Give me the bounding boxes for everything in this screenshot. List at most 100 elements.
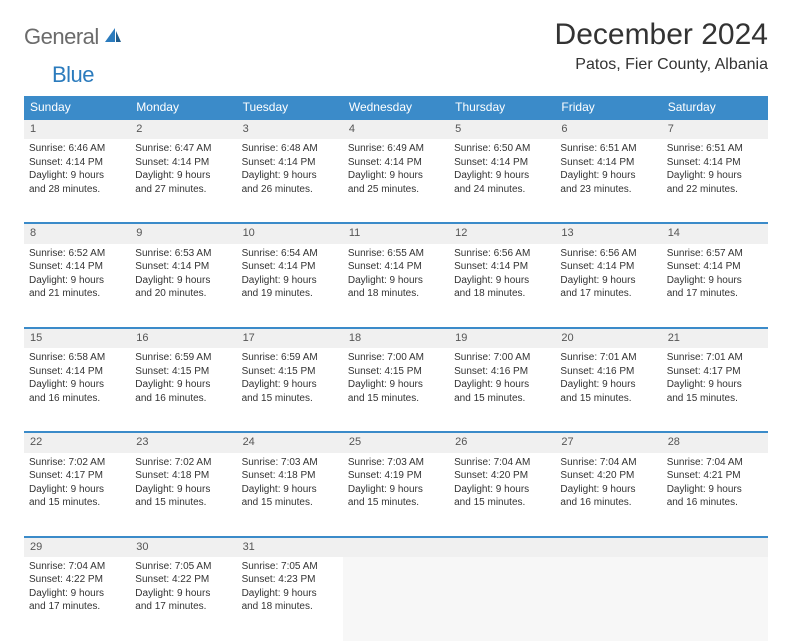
day-number-cell: 31	[237, 537, 343, 557]
daylight-line: Daylight: 9 hours	[667, 274, 763, 288]
day-number-cell: 2	[130, 119, 236, 139]
daylight-line: Daylight: 9 hours	[29, 483, 125, 497]
day-header: Wednesday	[343, 96, 449, 119]
sunset-line: Sunset: 4:14 PM	[348, 156, 444, 170]
daylight-line: Daylight: 9 hours	[242, 169, 338, 183]
daylight-line: and 15 minutes.	[348, 392, 444, 406]
daylight-line: and 28 minutes.	[29, 183, 125, 197]
day-number-cell	[555, 537, 661, 557]
sunrise-line: Sunrise: 6:47 AM	[135, 142, 231, 156]
daylight-line: and 15 minutes.	[242, 496, 338, 510]
sunrise-line: Sunrise: 7:03 AM	[348, 456, 444, 470]
week-row: Sunrise: 6:46 AMSunset: 4:14 PMDaylight:…	[24, 139, 768, 223]
day-cell: Sunrise: 6:48 AMSunset: 4:14 PMDaylight:…	[237, 139, 343, 223]
day-cell: Sunrise: 7:04 AMSunset: 4:22 PMDaylight:…	[24, 557, 130, 641]
sunset-line: Sunset: 4:14 PM	[242, 260, 338, 274]
title-block: December 2024 Patos, Fier County, Albani…	[555, 18, 768, 76]
daylight-line: and 15 minutes.	[454, 392, 550, 406]
daylight-line: Daylight: 9 hours	[667, 483, 763, 497]
daylight-line: Daylight: 9 hours	[454, 378, 550, 392]
daylight-line: Daylight: 9 hours	[135, 483, 231, 497]
daylight-line: Daylight: 9 hours	[454, 274, 550, 288]
day-cell: Sunrise: 6:52 AMSunset: 4:14 PMDaylight:…	[24, 244, 130, 328]
day-cell: Sunrise: 7:00 AMSunset: 4:15 PMDaylight:…	[343, 348, 449, 432]
day-number-cell: 18	[343, 328, 449, 348]
sunrise-line: Sunrise: 7:00 AM	[348, 351, 444, 365]
sunrise-line: Sunrise: 6:56 AM	[560, 247, 656, 261]
sunset-line: Sunset: 4:14 PM	[667, 156, 763, 170]
day-cell: Sunrise: 7:04 AMSunset: 4:20 PMDaylight:…	[449, 453, 555, 537]
daylight-line: and 20 minutes.	[135, 287, 231, 301]
day-cell: Sunrise: 7:03 AMSunset: 4:18 PMDaylight:…	[237, 453, 343, 537]
daylight-line: and 24 minutes.	[454, 183, 550, 197]
sunrise-line: Sunrise: 7:04 AM	[560, 456, 656, 470]
sunrise-line: Sunrise: 6:57 AM	[667, 247, 763, 261]
daylight-line: Daylight: 9 hours	[242, 378, 338, 392]
day-cell: Sunrise: 6:56 AMSunset: 4:14 PMDaylight:…	[449, 244, 555, 328]
sunset-line: Sunset: 4:14 PM	[454, 156, 550, 170]
daylight-line: and 25 minutes.	[348, 183, 444, 197]
daylight-line: and 17 minutes.	[667, 287, 763, 301]
daylight-line: Daylight: 9 hours	[667, 378, 763, 392]
day-cell: Sunrise: 6:58 AMSunset: 4:14 PMDaylight:…	[24, 348, 130, 432]
sunset-line: Sunset: 4:14 PM	[29, 260, 125, 274]
sunset-line: Sunset: 4:17 PM	[667, 365, 763, 379]
day-number-cell: 10	[237, 223, 343, 243]
week-row: Sunrise: 6:52 AMSunset: 4:14 PMDaylight:…	[24, 244, 768, 328]
sunrise-line: Sunrise: 6:59 AM	[135, 351, 231, 365]
day-cell: Sunrise: 6:53 AMSunset: 4:14 PMDaylight:…	[130, 244, 236, 328]
day-number-cell: 5	[449, 119, 555, 139]
daylight-line: Daylight: 9 hours	[348, 169, 444, 183]
week-row: Sunrise: 7:04 AMSunset: 4:22 PMDaylight:…	[24, 557, 768, 641]
sunset-line: Sunset: 4:14 PM	[242, 156, 338, 170]
daylight-line: Daylight: 9 hours	[135, 274, 231, 288]
sunset-line: Sunset: 4:14 PM	[560, 156, 656, 170]
day-cell	[662, 557, 768, 641]
sunset-line: Sunset: 4:14 PM	[560, 260, 656, 274]
day-cell: Sunrise: 7:01 AMSunset: 4:16 PMDaylight:…	[555, 348, 661, 432]
sunrise-line: Sunrise: 7:05 AM	[242, 560, 338, 574]
daylight-line: Daylight: 9 hours	[348, 378, 444, 392]
day-cell: Sunrise: 6:56 AMSunset: 4:14 PMDaylight:…	[555, 244, 661, 328]
daylight-line: Daylight: 9 hours	[667, 169, 763, 183]
day-number-cell: 1	[24, 119, 130, 139]
daynum-row: 15161718192021	[24, 328, 768, 348]
sunset-line: Sunset: 4:21 PM	[667, 469, 763, 483]
daynum-row: 293031	[24, 537, 768, 557]
day-number-cell: 28	[662, 432, 768, 452]
day-number-cell: 7	[662, 119, 768, 139]
daylight-line: and 15 minutes.	[667, 392, 763, 406]
daynum-row: 891011121314	[24, 223, 768, 243]
day-cell	[343, 557, 449, 641]
day-number-cell: 30	[130, 537, 236, 557]
sunrise-line: Sunrise: 6:51 AM	[560, 142, 656, 156]
calendar-table: SundayMondayTuesdayWednesdayThursdayFrid…	[24, 96, 768, 641]
sunset-line: Sunset: 4:18 PM	[242, 469, 338, 483]
sunrise-line: Sunrise: 7:04 AM	[29, 560, 125, 574]
daylight-line: and 15 minutes.	[454, 496, 550, 510]
daylight-line: and 16 minutes.	[560, 496, 656, 510]
logo-text-blue: Blue	[52, 62, 94, 88]
daylight-line: Daylight: 9 hours	[135, 169, 231, 183]
day-number-cell: 25	[343, 432, 449, 452]
day-cell: Sunrise: 6:54 AMSunset: 4:14 PMDaylight:…	[237, 244, 343, 328]
sunset-line: Sunset: 4:17 PM	[29, 469, 125, 483]
day-cell: Sunrise: 6:46 AMSunset: 4:14 PMDaylight:…	[24, 139, 130, 223]
day-number-cell: 23	[130, 432, 236, 452]
daylight-line: Daylight: 9 hours	[560, 378, 656, 392]
logo-text-gray: General	[24, 24, 99, 50]
sunrise-line: Sunrise: 7:01 AM	[560, 351, 656, 365]
month-title: December 2024	[555, 18, 768, 52]
day-cell: Sunrise: 6:51 AMSunset: 4:14 PMDaylight:…	[662, 139, 768, 223]
daylight-line: Daylight: 9 hours	[242, 587, 338, 601]
day-cell: Sunrise: 7:02 AMSunset: 4:17 PMDaylight:…	[24, 453, 130, 537]
daylight-line: Daylight: 9 hours	[29, 587, 125, 601]
daylight-line: and 22 minutes.	[667, 183, 763, 197]
daylight-line: Daylight: 9 hours	[29, 274, 125, 288]
day-cell	[449, 557, 555, 641]
daylight-line: and 15 minutes.	[348, 496, 444, 510]
daylight-line: and 21 minutes.	[29, 287, 125, 301]
sunset-line: Sunset: 4:16 PM	[560, 365, 656, 379]
day-cell: Sunrise: 6:59 AMSunset: 4:15 PMDaylight:…	[130, 348, 236, 432]
day-cell: Sunrise: 7:05 AMSunset: 4:23 PMDaylight:…	[237, 557, 343, 641]
